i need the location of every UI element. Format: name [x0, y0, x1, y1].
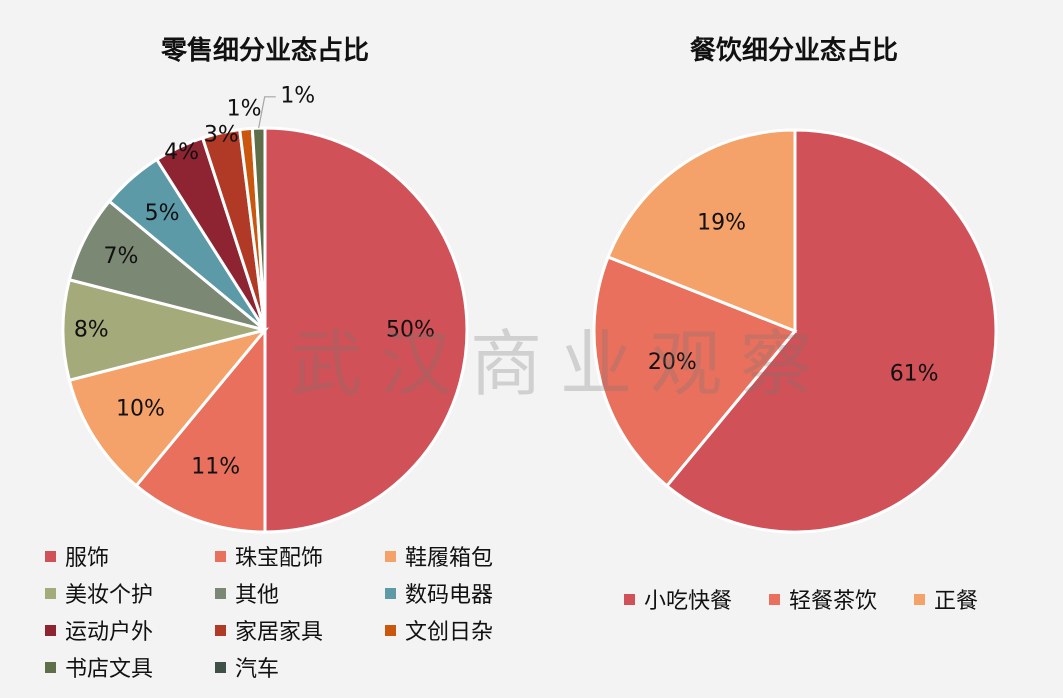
data-label-retail-珠宝配饰: 11%	[191, 454, 240, 479]
legend-swatch	[215, 587, 226, 599]
legend-label: 珠宝配饰	[235, 546, 324, 571]
legend-swatch	[45, 661, 56, 673]
data-label-dining-轻餐茶饮: 20%	[648, 350, 697, 375]
legend-item-retail-家居家具: 家居家具	[215, 614, 323, 646]
legend-label: 运动户外	[65, 620, 154, 645]
legend-item-retail-运动户外: 运动户外	[45, 614, 153, 646]
legend-label: 轻餐茶饮	[789, 589, 878, 614]
legend-swatch	[769, 593, 780, 605]
legend-swatch	[215, 661, 226, 673]
legend-swatch	[914, 593, 925, 605]
legend-item-dining-正餐: 正餐	[914, 583, 978, 615]
legend-swatch	[215, 550, 226, 562]
legend-label: 其他	[235, 583, 280, 608]
legend-item-retail-数码电器: 数码电器	[385, 577, 493, 609]
legend-swatch	[45, 550, 56, 562]
dining-chart-title: 餐饮细分业态占比	[689, 36, 898, 66]
data-label-retail-运动户外: 4%	[164, 140, 199, 165]
legend-swatch	[385, 624, 396, 636]
legend-item-retail-书店文具: 书店文具	[45, 651, 153, 683]
legend-swatch	[624, 593, 635, 605]
data-label-retail-其他: 7%	[104, 244, 139, 269]
leader-line-retail-书店文具	[258, 96, 276, 129]
legend-item-retail-服饰: 服饰	[45, 540, 109, 572]
legend-item-retail-鞋履箱包: 鞋履箱包	[385, 540, 493, 572]
pie-slice-retail-珠宝配饰	[134, 325, 267, 534]
legend-swatch	[45, 587, 56, 599]
legend-item-retail-文创日杂: 文创日杂	[385, 614, 493, 646]
data-label-dining-正餐: 19%	[697, 210, 746, 235]
legend-item-retail-珠宝配饰: 珠宝配饰	[215, 540, 323, 572]
data-label-dining-小吃快餐: 61%	[890, 361, 939, 386]
data-label-retail-美妆个护: 8%	[74, 318, 109, 343]
legend-label: 鞋履箱包	[405, 546, 494, 571]
pie-slice-retail-美妆个护	[61, 277, 266, 383]
legend-label: 服饰	[65, 546, 110, 571]
legend-item-dining-小吃快餐: 小吃快餐	[624, 583, 732, 615]
pie-slice-retail-服饰	[263, 126, 469, 534]
legend-swatch	[215, 624, 226, 636]
legend-item-retail-汽车: 汽车	[215, 651, 279, 683]
legend-label: 小吃快餐	[644, 589, 733, 614]
data-label-retail-服饰: 50%	[386, 318, 435, 343]
legend-label: 书店文具	[65, 657, 154, 682]
retail-chart-title: 零售细分业态占比	[160, 36, 369, 66]
pie-slice-dining-小吃快餐	[664, 128, 998, 534]
data-label-retail-数码电器: 5%	[145, 201, 180, 226]
pie-slice-retail-书店文具	[250, 126, 267, 331]
legend-item-retail-美妆个护: 美妆个护	[45, 577, 153, 609]
legend-label: 数码电器	[405, 583, 494, 608]
legend-label: 正餐	[934, 589, 979, 614]
legend-swatch	[385, 587, 396, 599]
legend-item-retail-其他: 其他	[215, 577, 279, 609]
legend-swatch	[385, 550, 396, 562]
legend-label: 汽车	[235, 657, 280, 682]
legend-label: 文创日杂	[405, 620, 494, 645]
legend-label: 美妆个护	[65, 583, 154, 608]
data-label-retail-书店文具: 1%	[280, 83, 315, 108]
data-label-retail-文创日杂: 1%	[227, 96, 262, 121]
pie-slice-dining-轻餐茶饮	[592, 255, 798, 488]
data-label-retail-鞋履箱包: 10%	[116, 397, 165, 422]
legend-item-dining-轻餐茶饮: 轻餐茶饮	[769, 583, 877, 615]
legend-swatch	[45, 624, 56, 636]
pie-slice-dining-正餐	[606, 128, 797, 334]
legend-label: 家居家具	[235, 620, 324, 645]
data-label-retail-家居家具: 3%	[204, 122, 239, 147]
